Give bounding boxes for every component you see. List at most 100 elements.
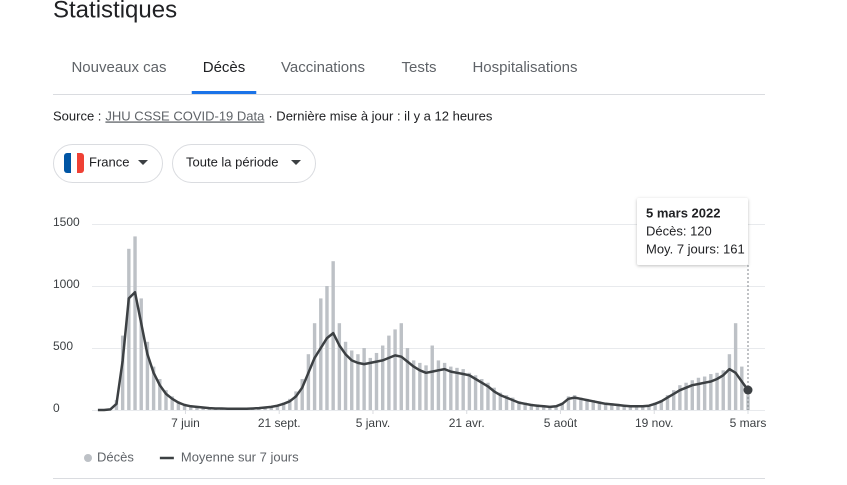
dropdown-arrow: [291, 160, 301, 165]
bar: [319, 298, 323, 410]
bar: [727, 354, 732, 410]
tooltip-box: [637, 198, 748, 265]
bar: [461, 369, 465, 410]
bar: [622, 405, 626, 410]
bar: [665, 395, 670, 410]
bar: [486, 382, 490, 410]
bar: [424, 365, 428, 410]
bar: [492, 387, 496, 410]
bar: [566, 396, 571, 410]
average-line: [97, 290, 750, 412]
bar: [151, 366, 156, 410]
bar: [560, 402, 564, 410]
bar: [306, 354, 311, 410]
bar: [343, 341, 348, 410]
bar: [139, 298, 143, 410]
bar: [653, 402, 657, 410]
x-tick-label: 5 mars: [730, 416, 767, 430]
bar: [659, 400, 664, 410]
bar: [733, 323, 738, 410]
tab[interactable]: Tests: [401, 59, 436, 76]
bar: [616, 403, 620, 410]
period-chip[interactable]: Toute la période: [172, 144, 316, 183]
bar: [455, 367, 459, 410]
bar: [120, 335, 125, 410]
x-tick-label: 19 nov.: [635, 416, 673, 430]
x-tick-label: 5 janv.: [356, 416, 390, 430]
bar: [170, 396, 174, 410]
bar: [374, 352, 379, 410]
bar: [294, 391, 298, 410]
bar: [337, 323, 342, 410]
bar: [554, 405, 558, 410]
bar: [579, 397, 583, 410]
bar: [628, 405, 633, 410]
legend-label: Décès: [97, 449, 134, 464]
bar: [399, 323, 403, 410]
bar: [715, 372, 719, 410]
bar: [145, 341, 150, 410]
tooltip-title: 5 mars 2022: [646, 205, 720, 220]
bar: [498, 392, 503, 410]
bar: [511, 397, 515, 410]
bar: [709, 374, 713, 410]
bar: [480, 379, 484, 410]
x-tick-label: 21 avr.: [449, 416, 485, 430]
bar: [597, 401, 602, 410]
bar: [362, 348, 366, 410]
tooltip: 5 mars 2022 Décès: 120 Moy. 7 jours: 161: [637, 198, 748, 265]
x-tick-label: 5 août: [544, 416, 578, 430]
bar: [158, 379, 162, 410]
y-tick-label: 500: [53, 339, 73, 353]
bar: [442, 362, 447, 410]
tab[interactable]: Décès: [203, 59, 246, 76]
bar: [641, 405, 645, 410]
region-chip[interactable]: France: [53, 144, 163, 183]
bar: [368, 357, 373, 410]
bar: [350, 350, 354, 410]
bar: [591, 400, 595, 410]
bar: [288, 398, 292, 410]
y-tick-label: 1500: [53, 215, 80, 229]
bar: [393, 329, 397, 410]
bar: [585, 398, 589, 410]
bar: [275, 405, 280, 410]
bar: [380, 345, 385, 410]
tooltip-line: Décès: 120: [646, 223, 712, 238]
bar: [436, 360, 441, 410]
bar: [300, 379, 304, 410]
bar: [418, 362, 422, 410]
bar: [535, 404, 540, 410]
bar: [127, 248, 131, 410]
bar: [133, 236, 137, 410]
bar: [411, 360, 416, 410]
update-info: · Dernière mise à jour : il y a 12 heure…: [268, 108, 492, 123]
source-label: Source :: [53, 108, 101, 123]
tab[interactable]: Nouveaux cas: [71, 59, 166, 76]
source-link[interactable]: JHU CSSE COVID-19 Data: [105, 108, 265, 123]
bar: [529, 403, 533, 410]
bar: [467, 372, 472, 410]
bar: [182, 403, 187, 410]
bar: [189, 405, 193, 410]
dropdown-arrow: [138, 160, 148, 165]
bar: [678, 385, 682, 410]
y-tick-label: 1000: [53, 277, 80, 291]
bar: [356, 354, 360, 410]
bar: [603, 402, 608, 410]
page-title: Statistiques: [53, 0, 177, 23]
bar: [610, 403, 614, 410]
chip-border: [172, 144, 316, 183]
bar: [702, 376, 707, 410]
region-label: France: [89, 154, 129, 169]
bar: [721, 370, 725, 410]
hover-point: [743, 385, 753, 395]
bar: [740, 366, 744, 410]
bar: [281, 402, 286, 410]
bar: [634, 405, 639, 410]
tab[interactable]: Vaccinations: [281, 59, 365, 76]
tab[interactable]: Hospitalisations: [472, 59, 577, 76]
bar: [405, 348, 410, 410]
tab-indicator: [191, 91, 257, 94]
